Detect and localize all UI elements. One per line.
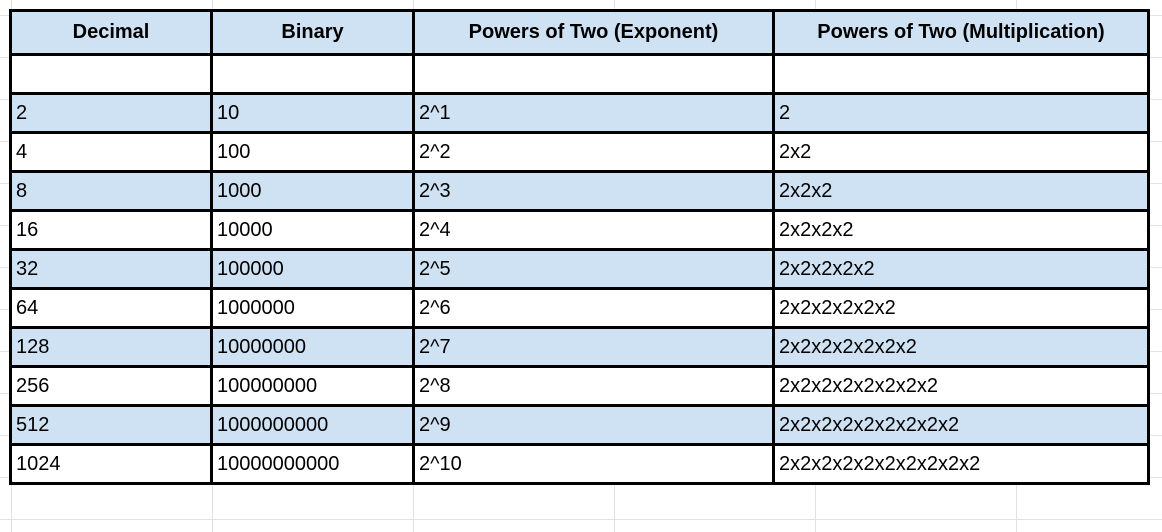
cell-decimal[interactable]: 16 bbox=[9, 209, 213, 251]
cell-binary[interactable]: 10000000000 bbox=[210, 443, 415, 485]
cell-binary[interactable]: 100000000 bbox=[210, 365, 415, 407]
table-row: 32 100000 2^5 2x2x2x2x2 bbox=[9, 248, 1150, 290]
cell[interactable] bbox=[210, 53, 415, 95]
cell-decimal[interactable]: 128 bbox=[9, 326, 213, 368]
cell[interactable] bbox=[412, 53, 775, 95]
cell[interactable] bbox=[9, 53, 213, 95]
cell-multiplication[interactable]: 2x2x2x2x2x2x2x2x2 bbox=[772, 404, 1150, 446]
header-row: Decimal Binary Powers of Two (Exponent) … bbox=[9, 9, 1150, 56]
header-binary[interactable]: Binary bbox=[210, 9, 415, 56]
cell-exponent[interactable]: 2^6 bbox=[412, 287, 775, 329]
table-row: 256 100000000 2^8 2x2x2x2x2x2x2x2 bbox=[9, 365, 1150, 407]
cell-binary[interactable]: 10 bbox=[210, 92, 415, 134]
cell-binary[interactable]: 10000000 bbox=[210, 326, 415, 368]
cell-decimal[interactable]: 32 bbox=[9, 248, 213, 290]
blank-row bbox=[9, 53, 1150, 95]
table-row: 4 100 2^2 2x2 bbox=[9, 131, 1150, 173]
powers-of-two-table: Decimal Binary Powers of Two (Exponent) … bbox=[9, 9, 1150, 485]
table-row: 128 10000000 2^7 2x2x2x2x2x2x2 bbox=[9, 326, 1150, 368]
cell-multiplication[interactable]: 2x2x2x2x2x2x2x2x2x2 bbox=[772, 443, 1150, 485]
cell-multiplication[interactable]: 2x2x2x2x2x2x2 bbox=[772, 326, 1150, 368]
header-multiplication[interactable]: Powers of Two (Multiplication) bbox=[772, 9, 1150, 56]
cell-multiplication[interactable]: 2x2x2 bbox=[772, 170, 1150, 212]
cell-decimal[interactable]: 4 bbox=[9, 131, 213, 173]
header-decimal[interactable]: Decimal bbox=[9, 9, 213, 56]
cell-exponent[interactable]: 2^7 bbox=[412, 326, 775, 368]
cell-binary[interactable]: 1000 bbox=[210, 170, 415, 212]
cell-decimal[interactable]: 2 bbox=[9, 92, 213, 134]
cell-exponent[interactable]: 2^1 bbox=[412, 92, 775, 134]
cell-multiplication[interactable]: 2 bbox=[772, 92, 1150, 134]
cell-exponent[interactable]: 2^3 bbox=[412, 170, 775, 212]
cell-decimal[interactable]: 512 bbox=[9, 404, 213, 446]
cell-binary[interactable]: 1000000000 bbox=[210, 404, 415, 446]
table-row: 8 1000 2^3 2x2x2 bbox=[9, 170, 1150, 212]
cell-decimal[interactable]: 64 bbox=[9, 287, 213, 329]
table-row: 1024 10000000000 2^10 2x2x2x2x2x2x2x2x2x2 bbox=[9, 443, 1150, 485]
header-exponent[interactable]: Powers of Two (Exponent) bbox=[412, 9, 775, 56]
cell-binary[interactable]: 1000000 bbox=[210, 287, 415, 329]
cell-multiplication[interactable]: 2x2 bbox=[772, 131, 1150, 173]
cell-multiplication[interactable]: 2x2x2x2x2x2 bbox=[772, 287, 1150, 329]
cell-multiplication[interactable]: 2x2x2x2x2 bbox=[772, 248, 1150, 290]
cell-binary[interactable]: 100000 bbox=[210, 248, 415, 290]
cell[interactable] bbox=[772, 53, 1150, 95]
cell-binary[interactable]: 100 bbox=[210, 131, 415, 173]
cell-binary[interactable]: 10000 bbox=[210, 209, 415, 251]
cell-exponent[interactable]: 2^4 bbox=[412, 209, 775, 251]
table-row: 2 10 2^1 2 bbox=[9, 92, 1150, 134]
cell-multiplication[interactable]: 2x2x2x2 bbox=[772, 209, 1150, 251]
cell-decimal[interactable]: 8 bbox=[9, 170, 213, 212]
table-row: 64 1000000 2^6 2x2x2x2x2x2 bbox=[9, 287, 1150, 329]
cell-exponent[interactable]: 2^2 bbox=[412, 131, 775, 173]
cell-decimal[interactable]: 256 bbox=[9, 365, 213, 407]
table-row: 512 1000000000 2^9 2x2x2x2x2x2x2x2x2 bbox=[9, 404, 1150, 446]
cell-exponent[interactable]: 2^8 bbox=[412, 365, 775, 407]
cell-exponent[interactable]: 2^10 bbox=[412, 443, 775, 485]
cell-exponent[interactable]: 2^5 bbox=[412, 248, 775, 290]
cell-multiplication[interactable]: 2x2x2x2x2x2x2x2 bbox=[772, 365, 1150, 407]
cell-exponent[interactable]: 2^9 bbox=[412, 404, 775, 446]
table-row: 16 10000 2^4 2x2x2x2 bbox=[9, 209, 1150, 251]
cell-decimal[interactable]: 1024 bbox=[9, 443, 213, 485]
